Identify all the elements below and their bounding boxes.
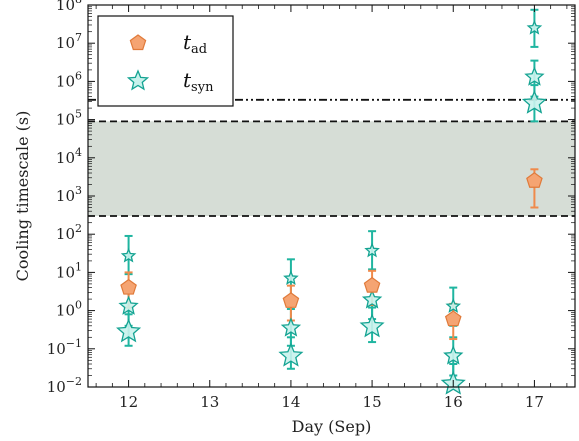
reference-band: [88, 121, 575, 216]
legend-pentagon-icon: [129, 34, 147, 51]
x-tick-label: 16: [444, 393, 463, 411]
y-tick-label: 103: [56, 184, 82, 205]
syn-point: [120, 247, 137, 263]
legend-label: tad: [183, 30, 207, 57]
x-tick-labels: 12 13 14 15 16 17: [119, 393, 544, 411]
syn-point: [116, 318, 142, 343]
legend-label: tsyn: [183, 68, 214, 95]
ad-point: [444, 310, 462, 327]
syn-point: [521, 89, 547, 114]
y-tick-labels: 10−2 10−1 100 101 102 103 104 105 106 107 108: [47, 0, 82, 396]
ad-point: [526, 172, 543, 188]
syn-point: [361, 289, 383, 309]
ad-point: [120, 278, 137, 295]
syn-point: [443, 345, 464, 365]
x-tick-label: 15: [363, 393, 382, 411]
syn-point: [283, 270, 299, 285]
y-tick-label: 105: [56, 108, 82, 129]
ad-point: [282, 292, 300, 308]
syn-point: [359, 313, 385, 338]
axis-ticks: [88, 4, 575, 388]
x-tick-label: 12: [119, 393, 138, 411]
x-axis-label: Day (Sep): [292, 417, 372, 436]
y-tick-label: 10−1: [47, 337, 82, 358]
syn-point: [526, 19, 543, 35]
y-tick-label: 102: [56, 222, 82, 243]
y-axis-label: Cooling timescale (s): [13, 111, 32, 282]
y-tick-label: 10−2: [47, 375, 82, 396]
syn-point: [445, 298, 462, 313]
legend-star-icon: [126, 69, 150, 91]
y-tick-label: 100: [56, 299, 82, 320]
y-tick-label: 101: [56, 260, 82, 281]
y-tick-label: 107: [56, 31, 82, 52]
y-tick-label: 108: [56, 0, 82, 14]
syn-point: [364, 242, 380, 258]
syn-point: [118, 295, 139, 315]
x-tick-label: 14: [281, 393, 300, 411]
x-tick-label: 17: [525, 393, 544, 411]
x-tick-label: 13: [200, 393, 219, 411]
syn-point: [280, 317, 302, 337]
y-tick-label: 106: [56, 69, 82, 90]
syn-point: [524, 66, 545, 86]
legend: tad tsyn: [97, 15, 234, 107]
legend-box: [97, 15, 234, 107]
reference-lines: [88, 98, 575, 217]
ad-point: [363, 276, 381, 293]
syn-point: [278, 342, 304, 367]
y-tick-label: 104: [56, 146, 82, 167]
